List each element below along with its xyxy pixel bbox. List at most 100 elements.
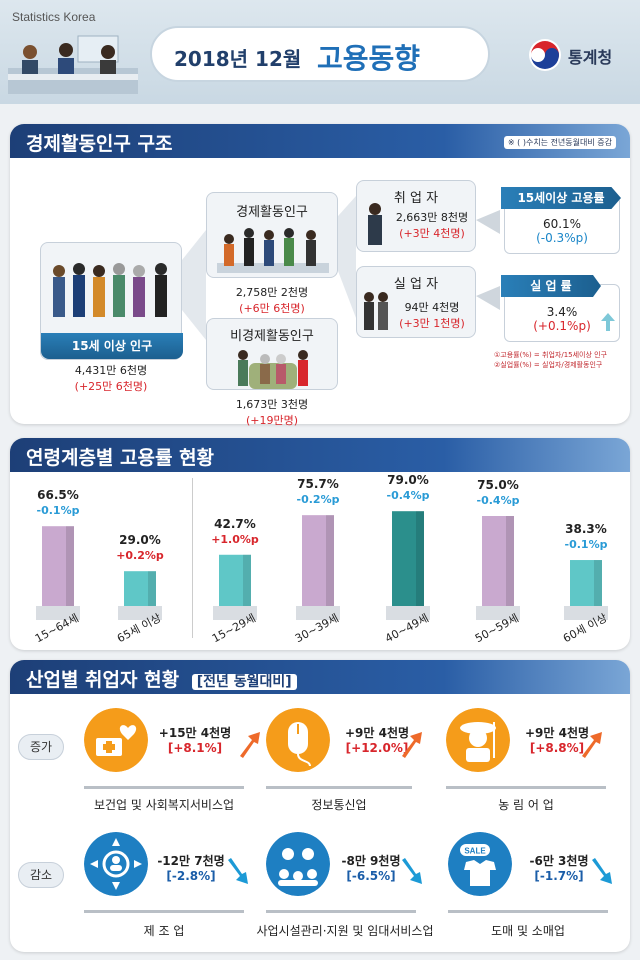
age-bar xyxy=(124,571,156,606)
facility-service-change: -8만 9천명 [-6.5%] xyxy=(326,852,416,883)
computer-mouse-icon xyxy=(266,708,330,772)
active-population-number: 2,758만 2천명 xyxy=(235,286,309,299)
active-population-value: 2,758만 2천명 (+6만 6천명) xyxy=(206,284,338,316)
unemployed-label: 실 업 자 xyxy=(393,277,439,292)
age-bar-change: -0.1%p xyxy=(564,538,608,552)
worker-icon xyxy=(368,203,382,245)
inactive-population-box: 비경제활동인구 xyxy=(206,318,338,390)
health-care-icon xyxy=(84,708,148,772)
decrease-arrow-icon xyxy=(592,858,612,884)
header: Statistics Korea 2018년 12월 고용동향 통계청 xyxy=(0,0,640,104)
health-care-name: 보건업 및 사회복지서비스업 xyxy=(93,798,235,812)
age-bar-value: 29.0% xyxy=(119,533,161,548)
facility-service-value: -8만 9천명 xyxy=(341,854,401,868)
farmer-icon xyxy=(446,708,510,772)
job-seekers-icon xyxy=(364,292,388,330)
inactive-population-change: (+19만명) xyxy=(245,414,299,427)
decrease-tag: 감소 xyxy=(18,862,64,888)
footnote-employment: ①고용률(%) = 취업자/15세이상 인구 xyxy=(494,351,608,359)
workers-group-icon xyxy=(217,228,329,273)
facility-service-name: 사업시설관리·지원 및 임대서비스업 xyxy=(256,924,434,938)
age-bar-shade xyxy=(506,516,514,606)
ict-name: 정보통신업 xyxy=(311,798,367,812)
agriculture-line xyxy=(446,786,606,789)
age-bar-shade xyxy=(243,554,251,606)
bar-pedestal xyxy=(476,606,520,620)
retail-change: -6만 3천명 [-1.7%] xyxy=(514,852,604,883)
employment-rate-label: 15세이상 고용률 xyxy=(501,187,621,209)
age-bar-change: -0.4%p xyxy=(386,489,430,503)
manufacturing-icon xyxy=(84,832,148,896)
population-15-value: 4,431만 6천명 (+25만 6천명) xyxy=(40,362,182,394)
ict-line xyxy=(266,786,412,789)
age-bar-value: 79.0% xyxy=(387,473,429,488)
health-care-change: +15만 4천명 [+8.1%] xyxy=(150,724,240,755)
header-title-date: 2018년 12월 xyxy=(174,47,302,71)
age-bar xyxy=(302,515,334,606)
structure-note: ※ ( )수치는 전년동월대비 증감 xyxy=(503,136,616,149)
decrease-arrow-icon xyxy=(228,858,248,884)
unemployment-rate-change: (+0.1%p) xyxy=(533,319,591,333)
decrease-arrow-icon xyxy=(402,858,422,884)
unemployment-rate-number: 3.4% xyxy=(546,305,578,319)
age-bar xyxy=(482,516,514,606)
age-bar-value: 42.7% xyxy=(214,516,256,531)
health-care-value: +15만 4천명 xyxy=(158,726,232,740)
active-population-label: 경제활동인구 xyxy=(236,205,308,220)
age-bar-value: 75.7% xyxy=(297,477,339,492)
increase-tag: 증가 xyxy=(18,734,64,760)
increase-arrow-icon xyxy=(240,732,260,758)
retail-name: 도매 및 소매업 xyxy=(491,924,565,938)
age-title: 연령계층별 고용률 현황 xyxy=(26,447,215,469)
up-arrow-icon xyxy=(601,313,615,331)
ict-change: +9만 4천명 [+12.0%] xyxy=(332,724,422,755)
manufacturing-value: -12만 7천명 xyxy=(157,854,225,868)
age-bar-shade xyxy=(594,560,602,606)
unemployed-number: 94만 4천명 xyxy=(404,301,460,314)
org-name: 통계청 xyxy=(568,48,613,67)
age-bar-shade xyxy=(148,571,156,606)
bar-pedestal xyxy=(564,606,608,620)
meeting-illustration-icon xyxy=(8,35,138,94)
health-care-pct: [+8.1%] xyxy=(167,741,223,755)
bar-pedestal xyxy=(36,606,80,620)
industry-title: 산업별 취업자 현황 xyxy=(26,669,180,691)
employment-rate-box: 15세이상 고용률 60.1% (-0.3%p) xyxy=(501,187,621,254)
agriculture-value: +9만 4천명 xyxy=(524,726,590,740)
population-15-label: 15세 이상 인구 xyxy=(41,333,183,359)
age-bar-shade xyxy=(66,526,74,606)
header-title-box: 2018년 12월 고용동향 xyxy=(150,26,490,82)
age-bar xyxy=(570,560,602,606)
unemployed-box: 실 업 자 94만 4천명 (+3만 1천명) xyxy=(356,266,476,338)
employment-rate-change: (-0.3%p) xyxy=(536,231,588,245)
employment-rate-value: 60.1% (-0.3%p) xyxy=(505,217,619,245)
population-15-number: 4,431만 6천명 xyxy=(74,364,148,377)
ict-value: +9만 4천명 xyxy=(344,726,410,740)
retail-line xyxy=(448,910,608,913)
header-title-accent: 고용동향 xyxy=(317,42,421,75)
manufacturing-name: 제 조 업 xyxy=(143,924,185,938)
age-bar-shade xyxy=(416,511,424,606)
unemployment-rate-box: 실 업 률 3.4% (+0.1%p) xyxy=(501,275,620,342)
age-divider xyxy=(192,478,193,638)
population-15-box: 15세 이상 인구 xyxy=(40,242,183,360)
age-bar xyxy=(42,526,74,606)
industry-title-wrap: 산업별 취업자 현황 [전년 동월대비] xyxy=(26,665,297,692)
age-title-bar: 연령계층별 고용률 현황 xyxy=(10,438,630,472)
facility-service-pct: [-6.5%] xyxy=(346,869,396,883)
agriculture-name: 농 림 어 업 xyxy=(498,798,554,812)
structure-title: 경제활동인구 구조 xyxy=(26,133,173,155)
employed-label: 취 업 자 xyxy=(393,191,439,206)
bar-pedestal xyxy=(296,606,340,620)
employed-box: 취 업 자 2,663만 8천명 (+3만 4천명) xyxy=(356,180,476,252)
unemployment-rate-label: 실 업 률 xyxy=(501,275,601,297)
age-bar xyxy=(219,554,251,606)
inactive-population-label: 비경제활동인구 xyxy=(230,329,314,344)
age-bar-change: +0.2%p xyxy=(116,549,164,563)
employed-number: 2,663만 8천명 xyxy=(395,211,469,224)
manufacturing-pct: [-2.8%] xyxy=(166,869,216,883)
unemployed-change: (+3만 1천명) xyxy=(399,317,465,330)
active-population-change: (+6만 6천명) xyxy=(239,302,305,315)
people-group-icon xyxy=(53,263,167,317)
inactive-population-number: 1,673만 3천명 xyxy=(235,398,309,411)
